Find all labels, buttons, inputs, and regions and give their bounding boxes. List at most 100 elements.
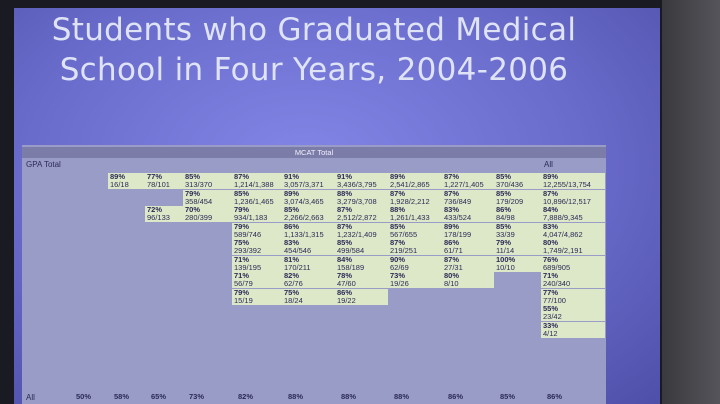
table-cell: 55% 23/42: [541, 305, 605, 321]
cell-fraction: 78/101: [147, 180, 170, 189]
table-cell: 80% 8/10: [442, 272, 494, 288]
cell-percent: 85%: [284, 205, 300, 214]
cell-percent: 85%: [390, 221, 406, 231]
cell-fraction: 240/340: [543, 279, 571, 288]
cell-percent: 88%: [337, 188, 353, 198]
total-cell: 58%: [114, 392, 130, 401]
cell-percent: 55%: [543, 304, 559, 313]
total-cell: 50%: [76, 392, 92, 401]
table-cell: 90% 62/69: [388, 255, 442, 272]
cell-percent: 86%: [337, 287, 353, 297]
cell-fraction: 2,266/2,663: [284, 213, 324, 222]
cell-percent: 85%: [496, 188, 512, 198]
cell-percent: 86%: [284, 221, 300, 231]
table-cell: 100% 10/10: [494, 255, 541, 272]
table-cell: 85% 33/39: [494, 222, 541, 239]
total-cell: 88%: [341, 392, 357, 401]
cell-fraction: 2,541/2,865: [390, 180, 430, 189]
cell-percent: 76%: [543, 254, 559, 264]
cell-fraction: 1,749/2,191: [543, 246, 583, 255]
cell-fraction: 15/19: [234, 295, 253, 305]
table-cell: 76% 689/905: [541, 254, 605, 272]
table-cell: 79% 358/454: [183, 189, 232, 206]
cell-percent: 87%: [444, 172, 460, 181]
cell-fraction: 3,436/3,795: [337, 180, 377, 189]
cell-fraction: 62/76: [284, 279, 303, 288]
cell-fraction: 47/60: [337, 279, 356, 288]
cell-fraction: 23/42: [543, 312, 562, 321]
cell-percent: 78%: [337, 271, 353, 280]
table-cell: 86% 19/22: [335, 287, 388, 305]
cell-percent: 85%: [185, 172, 201, 181]
cell-percent: 87%: [390, 238, 406, 247]
table-cell: 85% 499/584: [335, 239, 388, 255]
table-cell: 87% 2,512/2,872: [335, 206, 388, 222]
table-cell: 80% 1,749/2,191: [541, 239, 605, 255]
cell-fraction: 19/26: [390, 279, 409, 288]
table-cell: 77% 77/100: [541, 288, 605, 305]
cell-percent: 85%: [234, 188, 250, 198]
cell-fraction: 280/399: [185, 213, 213, 222]
table-cell: 83% 454/546: [282, 239, 335, 255]
cell-fraction: 11/14: [496, 246, 515, 255]
cell-fraction: 589/746: [234, 229, 262, 239]
total-cell: 86%: [547, 392, 563, 401]
cell-percent: 81%: [284, 254, 300, 264]
table-cell: 83% 4,047/4,862: [541, 222, 605, 239]
cell-percent: 89%: [284, 188, 300, 198]
cell-fraction: 4,047/4,862: [543, 229, 583, 239]
cell-fraction: 19/22: [337, 295, 356, 305]
title-line: School in Four Years, 2004-2006: [59, 52, 569, 88]
cell-fraction: 96/133: [147, 213, 170, 222]
cell-percent: 79%: [496, 238, 512, 247]
cell-fraction: 219/251: [390, 246, 418, 255]
table-cell: 89% 16/18: [108, 173, 145, 189]
cell-percent: 84%: [337, 254, 353, 264]
cell-percent: 87%: [390, 188, 406, 198]
cell-percent: 89%: [390, 172, 406, 181]
table-cell: 88% 3,279/3,708: [335, 188, 388, 206]
cell-fraction: 178/199: [444, 229, 472, 239]
cell-percent: 89%: [444, 221, 460, 231]
table-cell: 73% 19/26: [388, 272, 442, 288]
total-row-label: All: [26, 393, 35, 402]
cell-percent: 70%: [185, 205, 201, 214]
total-cell: 73%: [189, 392, 205, 401]
cell-fraction: 736/849: [444, 196, 472, 206]
cell-percent: 91%: [284, 172, 300, 181]
table-cell: 89% 3,074/3,465: [282, 188, 335, 206]
cell-fraction: 84/98: [496, 213, 515, 222]
table-cell: 79% 11/14: [494, 239, 541, 255]
cell-percent: 88%: [390, 205, 406, 214]
table-cell: 71% 139/195: [232, 255, 282, 272]
cell-fraction: 77/100: [543, 295, 566, 305]
cell-fraction: 61/71: [444, 246, 463, 255]
cell-fraction: 8/10: [444, 279, 459, 288]
total-cell: 88%: [288, 392, 304, 401]
cell-percent: 71%: [543, 271, 559, 280]
cell-fraction: 10,896/12,517: [543, 196, 591, 206]
table-cell: 89% 178/199: [442, 221, 494, 239]
cell-percent: 87%: [444, 188, 460, 198]
cell-percent: 79%: [234, 287, 250, 297]
wall: [662, 0, 720, 404]
cell-fraction: 1,232/1,409: [337, 229, 377, 239]
cell-percent: 75%: [284, 287, 300, 297]
cell-fraction: 433/524: [444, 213, 472, 222]
cell-fraction: 1,261/1,433: [390, 213, 430, 222]
cell-fraction: 3,279/3,708: [337, 196, 377, 206]
total-cell: 86%: [448, 392, 464, 401]
table-cell: 86% 84/98: [494, 206, 541, 222]
cell-percent: 89%: [110, 172, 126, 181]
cell-percent: 87%: [337, 205, 353, 214]
table-cell: 91% 3,057/3,371: [282, 173, 335, 189]
cell-percent: 86%: [496, 205, 512, 214]
cell-percent: 79%: [234, 221, 250, 231]
table-header: MCAT Total: [22, 147, 606, 158]
cell-fraction: 1,133/1,315: [284, 229, 324, 239]
table-cell: 71% 56/79: [232, 272, 282, 288]
table-cell: 84% 158/189: [335, 254, 388, 272]
cell-fraction: 3,057/3,371: [284, 180, 324, 189]
cell-percent: 87%: [337, 221, 353, 231]
cell-fraction: 2,512/2,872: [337, 213, 377, 222]
